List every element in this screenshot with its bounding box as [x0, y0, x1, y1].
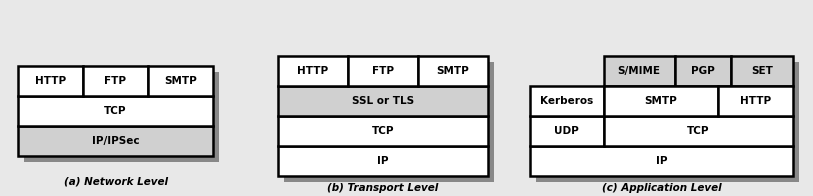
Bar	[24, 72, 219, 162]
Bar	[348, 56, 418, 86]
Bar	[278, 116, 488, 146]
Bar	[603, 56, 675, 86]
Bar	[530, 146, 793, 176]
Bar	[278, 56, 348, 86]
Bar	[718, 86, 793, 116]
Text: (b) Transport Level: (b) Transport Level	[328, 183, 439, 193]
Text: SET: SET	[751, 66, 773, 76]
Text: SMTP: SMTP	[164, 76, 197, 86]
Text: TCP: TCP	[687, 126, 710, 136]
Bar	[18, 126, 213, 156]
Text: IP: IP	[377, 156, 389, 166]
Text: (c) Application Level: (c) Application Level	[602, 183, 721, 193]
Bar	[603, 116, 793, 146]
Bar	[610, 62, 799, 92]
Text: (a) Network Level: (a) Network Level	[63, 176, 167, 186]
Text: SMTP: SMTP	[437, 66, 469, 76]
Text: SSL or TLS: SSL or TLS	[352, 96, 414, 106]
Text: PGP: PGP	[691, 66, 715, 76]
Bar	[675, 56, 732, 86]
Bar	[278, 86, 488, 116]
Bar	[18, 66, 83, 96]
Bar	[732, 56, 793, 86]
Text: FTP: FTP	[372, 66, 393, 76]
Bar	[530, 116, 603, 146]
Bar	[83, 66, 148, 96]
Bar	[18, 96, 213, 126]
Bar	[278, 146, 488, 176]
Text: Kerberos: Kerberos	[540, 96, 593, 106]
Bar	[284, 62, 494, 182]
Text: IP/IPSec: IP/IPSec	[92, 136, 139, 146]
Text: HTTP: HTTP	[740, 96, 771, 106]
Bar	[536, 92, 799, 182]
Text: TCP: TCP	[104, 106, 127, 116]
Bar	[148, 66, 213, 96]
Text: FTP: FTP	[104, 76, 126, 86]
Bar	[418, 56, 488, 86]
Text: UDP: UDP	[554, 126, 579, 136]
Bar	[530, 86, 603, 116]
Text: SMTP: SMTP	[645, 96, 677, 106]
Text: TCP: TCP	[372, 126, 394, 136]
Bar	[603, 86, 718, 116]
Text: HTTP: HTTP	[298, 66, 328, 76]
Text: HTTP: HTTP	[35, 76, 66, 86]
Text: S/MIME: S/MIME	[618, 66, 661, 76]
Text: IP: IP	[656, 156, 667, 166]
